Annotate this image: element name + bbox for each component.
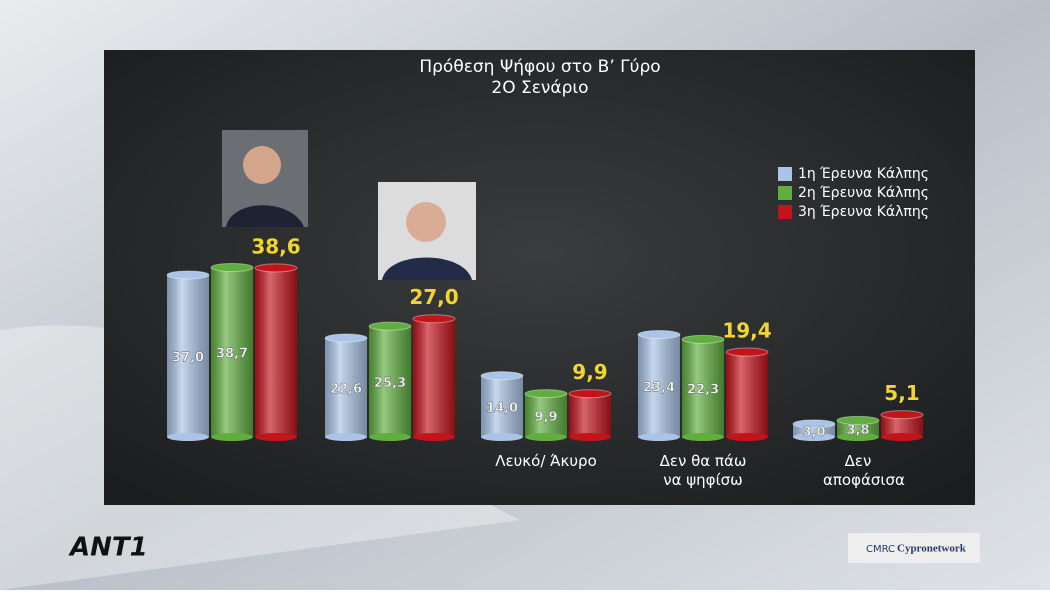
cylinder xyxy=(792,419,836,441)
bar-shine xyxy=(255,267,297,437)
value-label: 9,9 xyxy=(572,360,607,384)
bar-top xyxy=(210,262,254,272)
bar-shine xyxy=(726,352,768,437)
bar-top xyxy=(166,270,210,280)
bar-top xyxy=(637,330,681,340)
legend-swatch xyxy=(778,205,792,219)
cylinder xyxy=(880,410,924,441)
value-label: 23,4 xyxy=(643,380,675,395)
value-label: 38,7 xyxy=(216,347,248,362)
category-label-box: Δεν θα πάω να ψηφίσω xyxy=(659,452,747,489)
bar-shine xyxy=(325,338,367,437)
cylinder xyxy=(254,263,298,441)
bar-bottom xyxy=(413,433,455,441)
bar-top xyxy=(524,389,568,399)
legend-label: 1η Έρευνα Κάλπης xyxy=(798,166,929,182)
logo-box xyxy=(848,533,980,563)
logo-cmrc: CMRC xyxy=(866,544,895,555)
bar-shine xyxy=(413,318,455,437)
legend-label: 3η Έρευνα Κάλπης xyxy=(798,204,929,220)
cylinder xyxy=(210,262,254,441)
legend-swatch xyxy=(778,167,792,181)
logo-ant1: ANT1 xyxy=(68,533,148,563)
bar-bottom xyxy=(167,433,209,441)
value-label: 19,4 xyxy=(722,319,771,343)
bars: 37,0 38,7 38,6 22,6 25,3 27,0 14,0 9,9 9,9 Λευκό/… xyxy=(166,234,924,489)
bar-top xyxy=(324,333,368,343)
bar-bottom xyxy=(638,433,680,441)
value-label: 5,1 xyxy=(884,381,919,405)
x-tick-label: Δεν θα πάω να ψηφίσω xyxy=(659,452,747,489)
category-label-box: Δεν αποφάσισα xyxy=(823,452,905,489)
bar-bottom xyxy=(211,433,253,441)
legend: 1η Έρευνα Κάλπης 2η Έρευνα Κάλπης 3η Έρευν… xyxy=(778,166,929,220)
value-label: 38,6 xyxy=(251,234,300,258)
cylinder xyxy=(637,330,681,441)
value-label: 25,3 xyxy=(374,376,406,391)
bar-shine xyxy=(638,334,680,437)
bar-shine xyxy=(881,414,923,437)
bar-shine xyxy=(369,326,411,437)
bar-top xyxy=(368,321,412,331)
bar-bottom xyxy=(369,433,411,441)
value-label: 27,0 xyxy=(409,285,458,309)
x-tick-label: Λευκό/ Άκυρο xyxy=(495,452,597,470)
bar-bottom xyxy=(255,433,297,441)
bar-bottom xyxy=(569,433,611,441)
legend-label: 2η Έρευνα Κάλπης xyxy=(798,185,929,201)
bar-top xyxy=(792,419,836,429)
bar-bottom xyxy=(682,433,724,441)
chart-title: Πρόθεση Ψήφου στο Β’ Γύρο xyxy=(419,57,660,77)
cylinder xyxy=(524,389,568,441)
cylinder xyxy=(725,347,769,441)
bar-shine xyxy=(682,339,724,437)
bar-bottom xyxy=(837,433,879,441)
value-label: 14,0 xyxy=(486,401,518,416)
value-label: 22,6 xyxy=(330,382,362,397)
bar-shine xyxy=(211,267,253,437)
bar-shine xyxy=(481,375,523,437)
bar-top xyxy=(412,314,456,324)
bar-bottom xyxy=(325,433,367,441)
bar-bottom xyxy=(525,433,567,441)
bar-top xyxy=(254,263,298,273)
bar-bottom xyxy=(793,433,835,441)
legend-swatch xyxy=(778,186,792,200)
cylinder xyxy=(324,333,368,441)
value-label: 22,3 xyxy=(687,383,719,398)
logo-cypronetwork: Cypronetwork xyxy=(897,543,967,555)
bar-top xyxy=(880,410,924,420)
value-label: 37,0 xyxy=(172,350,204,365)
cylinder xyxy=(681,334,725,441)
bar-shine xyxy=(525,393,567,437)
bar-bottom xyxy=(726,433,768,441)
bar-shine xyxy=(569,393,611,437)
value-label: 9,9 xyxy=(534,410,557,425)
cylinder xyxy=(480,371,524,441)
x-tick-label: Δεν αποφάσισα xyxy=(823,452,905,489)
bar-top xyxy=(568,389,612,399)
bar-shine xyxy=(837,420,879,437)
bar-top xyxy=(836,415,880,425)
bar-top xyxy=(725,347,769,357)
bar-bottom xyxy=(481,433,523,441)
cylinder xyxy=(568,389,612,441)
photo-1 xyxy=(222,130,308,227)
bar-shine xyxy=(167,274,209,437)
bar-bottom xyxy=(881,433,923,441)
category-label-box: Λευκό/ Άκυρο xyxy=(495,452,597,470)
cylinder xyxy=(412,314,456,441)
value-label: 3,8 xyxy=(846,423,869,438)
bar-top xyxy=(681,334,725,344)
bar-top xyxy=(480,371,524,381)
cylinder xyxy=(368,321,412,441)
cylinder xyxy=(836,415,880,441)
chart-subtitle: 2Ο Σενάριο xyxy=(491,78,588,98)
photo-2 xyxy=(378,182,476,280)
value-label: 3,0 xyxy=(802,425,825,440)
cylinder xyxy=(166,270,210,441)
